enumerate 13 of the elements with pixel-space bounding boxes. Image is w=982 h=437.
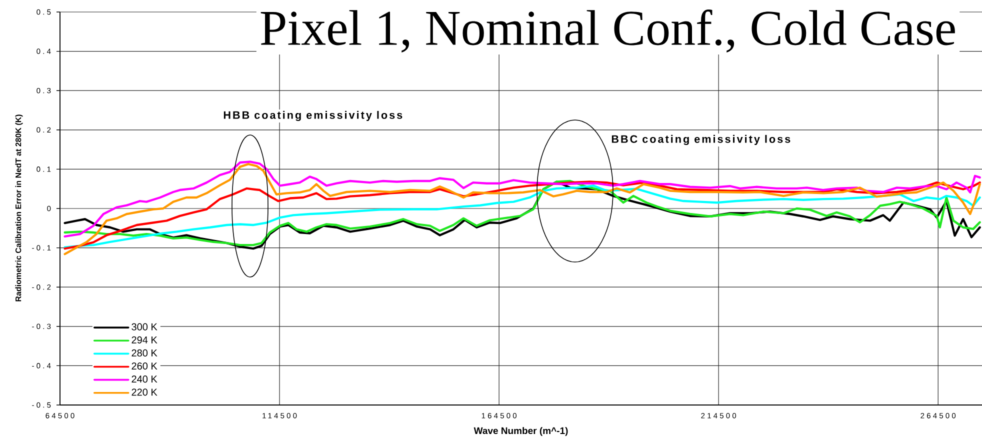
x-axis-title: Wave Number (m^-1)	[474, 427, 568, 436]
legend-label: 260 K	[132, 362, 158, 370]
legend-label: 280 K	[132, 349, 158, 357]
line-series	[64, 162, 981, 256]
line-series	[64, 160, 981, 238]
legend-label: 240 K	[132, 376, 158, 383]
legend-label: 294 K	[132, 336, 158, 344]
chart-title: Pixel 1, Nominal Conf., Cold Case	[260, 10, 955, 52]
y-axis-title: Radiometric Calibration Error in NedT at 280K (K)	[15, 114, 23, 302]
annotation: BBC coating emissivity loss	[612, 134, 790, 146]
annotation: HBB coating emissivity loss	[224, 110, 402, 122]
legend-label: 300 K	[132, 323, 158, 330]
legend-label: 220 K	[132, 388, 158, 396]
